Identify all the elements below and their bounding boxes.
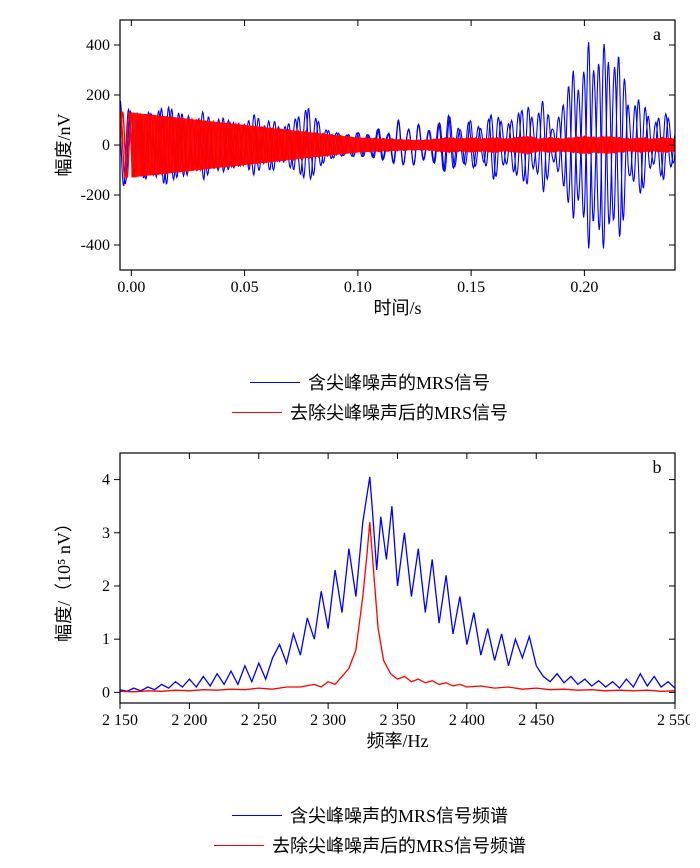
chart-b-wrapper: 2 150 2 200 2 250 2 300 2 350 2 400 2 450 2 550…: [50, 443, 690, 858]
svg-text:2 400: 2 400: [449, 712, 485, 729]
svg-text:0: 0: [102, 684, 110, 701]
svg-text:a: a: [653, 24, 661, 44]
svg-text:幅度/（10⁵ nV）: 幅度/（10⁵ nV）: [54, 514, 74, 642]
svg-text:b: b: [653, 457, 662, 477]
chart-a-legend-row-2: 去除尖峰噪声后的MRS信号: [50, 399, 690, 425]
legend-line-red-b: [214, 845, 264, 846]
svg-text:200: 200: [86, 87, 110, 104]
svg-text:400: 400: [86, 37, 110, 54]
legend-line-red-a: [232, 412, 282, 413]
svg-text:0: 0: [102, 137, 110, 154]
svg-text:-400: -400: [81, 237, 110, 254]
legend-text-red-a: 去除尖峰噪声后的MRS信号: [290, 399, 508, 425]
legend-text-red-b: 去除尖峰噪声后的MRS信号频谱: [272, 832, 526, 858]
svg-text:0.10: 0.10: [344, 279, 372, 296]
chart-a-wrapper: 0.00 0.05 0.10 0.15 0.20 -400 -200 0 200 400 时间/s 幅…: [50, 10, 690, 425]
svg-text:2 450: 2 450: [518, 712, 554, 729]
chart-a-legend-row-1: 含尖峰噪声的MRS信号: [50, 369, 690, 395]
legend-text-blue-b: 含尖峰噪声的MRS信号频谱: [290, 802, 508, 828]
svg-text:0.00: 0.00: [117, 279, 145, 296]
chart-b-legend-row-2: 去除尖峰噪声后的MRS信号频谱: [50, 832, 690, 858]
svg-text:2 350: 2 350: [380, 712, 416, 729]
svg-text:2 150: 2 150: [102, 712, 138, 729]
svg-text:2 550: 2 550: [657, 712, 690, 729]
legend-line-blue-b: [232, 815, 282, 816]
svg-text:2 250: 2 250: [241, 712, 277, 729]
svg-text:时间/s: 时间/s: [373, 298, 421, 318]
svg-text:-200: -200: [81, 187, 110, 204]
svg-text:频率/Hz: 频率/Hz: [367, 731, 429, 751]
svg-text:幅度/nV: 幅度/nV: [54, 113, 74, 176]
chart-a: 0.00 0.05 0.10 0.15 0.20 -400 -200 0 200 400 时间/s 幅…: [50, 10, 690, 365]
svg-text:2 300: 2 300: [310, 712, 346, 729]
svg-text:2 200: 2 200: [171, 712, 207, 729]
svg-text:0.20: 0.20: [570, 279, 598, 296]
legend-text-blue-a: 含尖峰噪声的MRS信号: [308, 369, 490, 395]
svg-text:0.05: 0.05: [231, 279, 259, 296]
svg-text:2: 2: [102, 578, 110, 595]
chart-b-legend-row-1: 含尖峰噪声的MRS信号频谱: [50, 802, 690, 828]
legend-line-blue-a: [250, 382, 300, 383]
svg-text:3: 3: [102, 525, 110, 542]
chart-b: 2 150 2 200 2 250 2 300 2 350 2 400 2 450 2 550…: [50, 443, 690, 798]
svg-text:4: 4: [102, 472, 110, 489]
svg-text:1: 1: [102, 631, 110, 648]
svg-text:0.15: 0.15: [457, 279, 485, 296]
